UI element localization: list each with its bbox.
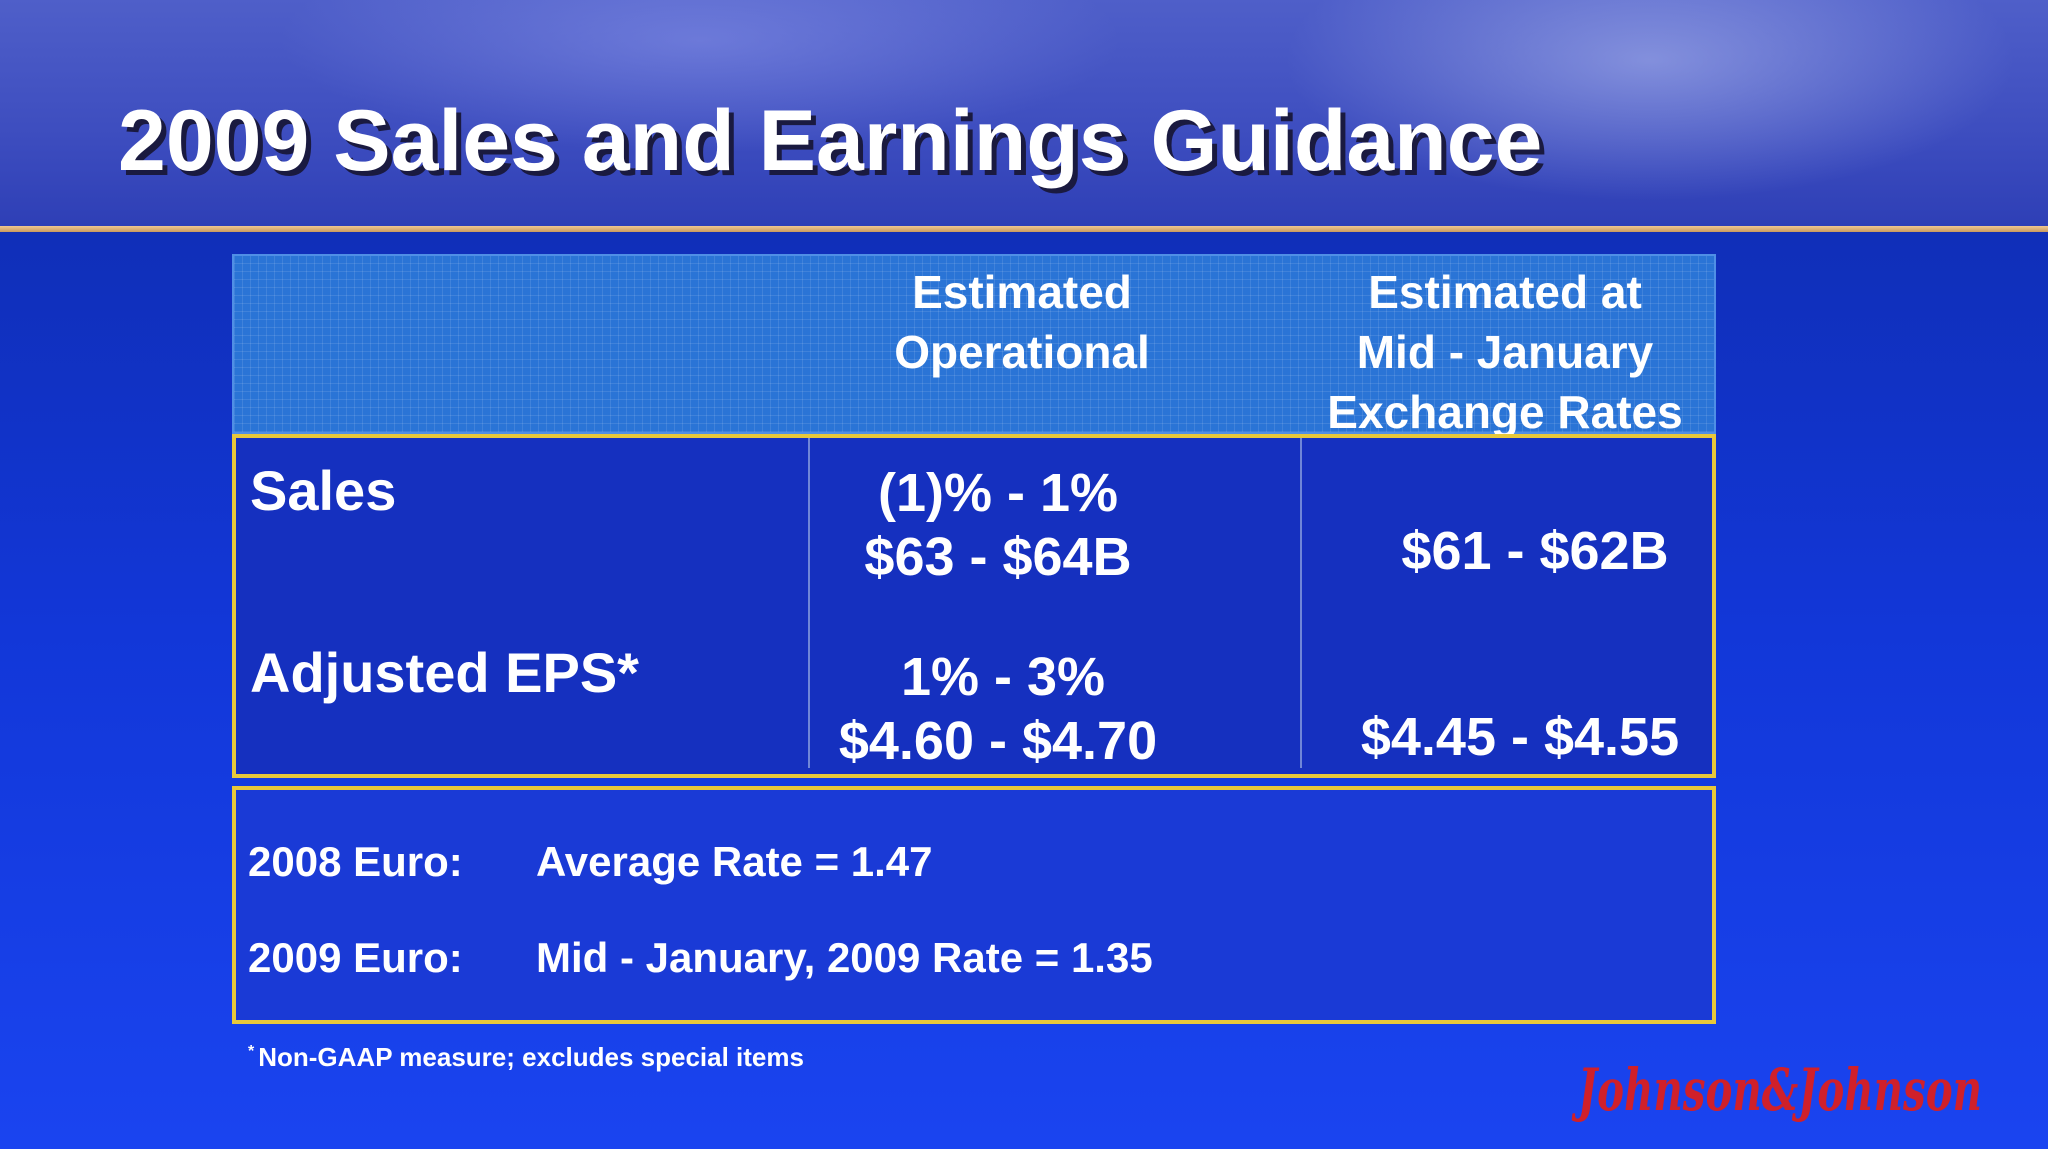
column-divider — [808, 438, 810, 768]
euro-2008-label: 2008 Euro: — [248, 838, 463, 885]
row-label-adjusted-eps: Adjusted EPS* — [250, 641, 639, 704]
sales-operational-growth: (1)% - 1% — [877, 463, 1119, 523]
eps-operational-value: $4.60 - $4.70 — [838, 711, 1158, 771]
slide-title: 2009 Sales and Earnings Guidance — [118, 93, 1543, 189]
column-header-exchange-rates: Estimated at Mid - January Exchange Rate… — [1327, 266, 1683, 438]
row-label-sales: Sales — [250, 459, 397, 522]
eps-operational-growth: 1% - 3% — [900, 647, 1106, 707]
johnson-and-johnson-logo: Johnson&Johnson — [1571, 1056, 1982, 1124]
guidance-table — [232, 434, 1716, 778]
slide-header — [0, 0, 2048, 226]
table-header-band — [232, 254, 1716, 434]
exchange-rate-box — [232, 786, 1716, 1024]
euro-2008-rate: Average Rate = 1.47 — [536, 838, 933, 885]
sales-exchange-rate-value: $61 - $62B — [1401, 521, 1669, 581]
column-header-operational: Estimated Operational — [894, 266, 1150, 378]
sales-operational-value: $63 - $64B — [864, 527, 1132, 587]
euro-2009-rate: Mid - January, 2009 Rate = 1.35 — [536, 934, 1153, 981]
footnote: * Non-GAAP measure; excludes special item… — [248, 1042, 804, 1073]
column-divider — [1300, 438, 1302, 768]
footnote-marker: * — [248, 1043, 255, 1061]
euro-2009-label: 2009 Euro: — [248, 934, 463, 981]
svg-text:Johnson&Johnson: Johnson&Johnson — [1571, 1056, 1982, 1124]
footnote-text: Non-GAAP measure; excludes special items — [258, 1042, 804, 1072]
header-divider — [0, 226, 2048, 232]
eps-exchange-rate-value: $4.45 - $4.55 — [1360, 707, 1680, 767]
